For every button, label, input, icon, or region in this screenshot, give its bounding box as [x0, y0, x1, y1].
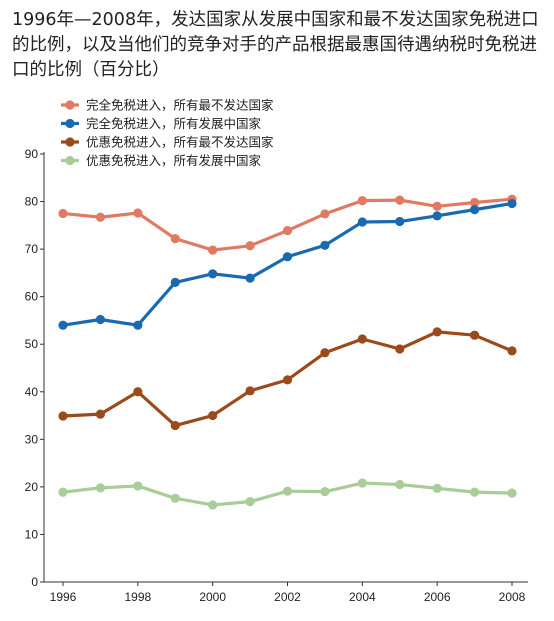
chart-title: 1996年—2008年，发达国家从发展中国家和最不发达国家免税进口的比例，以及当…	[12, 10, 539, 80]
data-point	[170, 493, 180, 503]
series-3	[58, 327, 517, 431]
axes	[43, 152, 528, 583]
data-point	[432, 201, 442, 211]
data-point	[282, 225, 293, 236]
legend-item: 优惠免税进入，所有发展中国家	[61, 153, 262, 168]
data-point	[395, 344, 405, 354]
data-point	[133, 320, 143, 330]
legend-label: 完全免税进入，所有发展中国家	[86, 116, 262, 131]
x-tick-label: 2002	[274, 590, 301, 604]
data-point	[208, 410, 218, 421]
data-point	[320, 209, 330, 219]
data-point	[282, 252, 293, 262]
series-line	[61, 197, 514, 252]
data-point	[507, 198, 517, 209]
x-tick-label: 2008	[499, 590, 526, 604]
data-point	[357, 334, 367, 344]
legend-item: 完全免税进入，所有最不发达国家	[61, 98, 274, 113]
data-point	[320, 240, 330, 250]
x-tick-label: 2006	[424, 590, 451, 604]
series-2	[58, 198, 517, 330]
data-point	[245, 497, 255, 507]
data-point	[58, 320, 68, 330]
data-point	[58, 411, 68, 421]
data-point	[208, 500, 218, 510]
series-line	[61, 201, 514, 327]
x-tick-label: 2000	[199, 590, 226, 604]
data-point	[133, 387, 143, 397]
data-point	[170, 420, 180, 431]
y-tick-label: 60	[25, 290, 39, 304]
data-point	[245, 273, 255, 283]
y-tick-label: 90	[25, 147, 39, 161]
data-point	[282, 486, 293, 496]
x-tick-label: 2004	[349, 590, 376, 604]
legend-item: 完全免税进入，所有发展中国家	[61, 116, 262, 131]
data-point	[507, 346, 517, 356]
data-point	[320, 348, 330, 358]
data-point	[95, 314, 106, 325]
y-tick-label: 20	[25, 480, 39, 494]
series-4	[58, 478, 517, 510]
data-point	[282, 375, 293, 385]
data-point	[245, 241, 255, 251]
axis-ticks: 0 10 20 30 40 50 60 70 80 90 1996 1998 2000 2002 2004 2…	[25, 147, 526, 604]
legend: 完全免税进入，所有最不发达国家完全免税进入，所有发展中国家优惠免税进入，所有最不…	[61, 98, 274, 168]
y-tick-label: 30	[25, 432, 39, 446]
data-point	[395, 216, 405, 227]
legend-swatch-marker	[65, 100, 75, 110]
legend-label: 优惠免税进入，所有最不发达国家	[86, 135, 274, 150]
data-point	[208, 245, 218, 255]
data-point	[432, 211, 442, 221]
data-point	[357, 196, 367, 206]
data-point	[95, 483, 106, 493]
data-point	[320, 487, 330, 497]
data-point	[469, 330, 480, 340]
x-tick-label: 1998	[124, 590, 151, 604]
y-tick-label: 40	[25, 385, 39, 399]
data-point	[357, 478, 367, 488]
data-point	[357, 217, 367, 227]
series-1	[58, 194, 517, 255]
data-point	[469, 197, 480, 208]
data-point	[507, 488, 517, 498]
legend-swatch-marker	[65, 155, 75, 166]
data-point	[58, 487, 68, 497]
legend-item: 优惠免税进入，所有最不发达国家	[61, 135, 274, 150]
data-point	[95, 212, 106, 222]
data-point	[133, 208, 143, 218]
data-point	[170, 277, 180, 287]
series-layer	[58, 194, 517, 510]
data-point	[395, 479, 405, 490]
y-tick-label: 80	[25, 195, 39, 209]
legend-label: 完全免税进入，所有最不发达国家	[86, 98, 274, 113]
data-point	[395, 195, 405, 205]
data-point	[170, 234, 180, 244]
y-tick-label: 0	[31, 575, 38, 589]
legend-swatch-marker	[65, 118, 75, 129]
data-point	[133, 481, 143, 491]
x-tick-label: 1996	[50, 590, 77, 604]
data-point	[208, 269, 218, 279]
y-tick-label: 10	[25, 527, 39, 541]
data-point	[432, 483, 442, 493]
data-point	[95, 409, 106, 419]
legend-swatch-marker	[65, 137, 75, 147]
legend-label: 优惠免税进入，所有发展中国家	[86, 153, 262, 168]
data-point	[245, 386, 255, 396]
data-point	[432, 327, 442, 337]
data-point	[469, 487, 480, 497]
y-tick-label: 70	[25, 242, 39, 256]
y-tick-label: 50	[25, 337, 39, 351]
data-point	[469, 205, 480, 215]
data-point	[58, 208, 68, 219]
